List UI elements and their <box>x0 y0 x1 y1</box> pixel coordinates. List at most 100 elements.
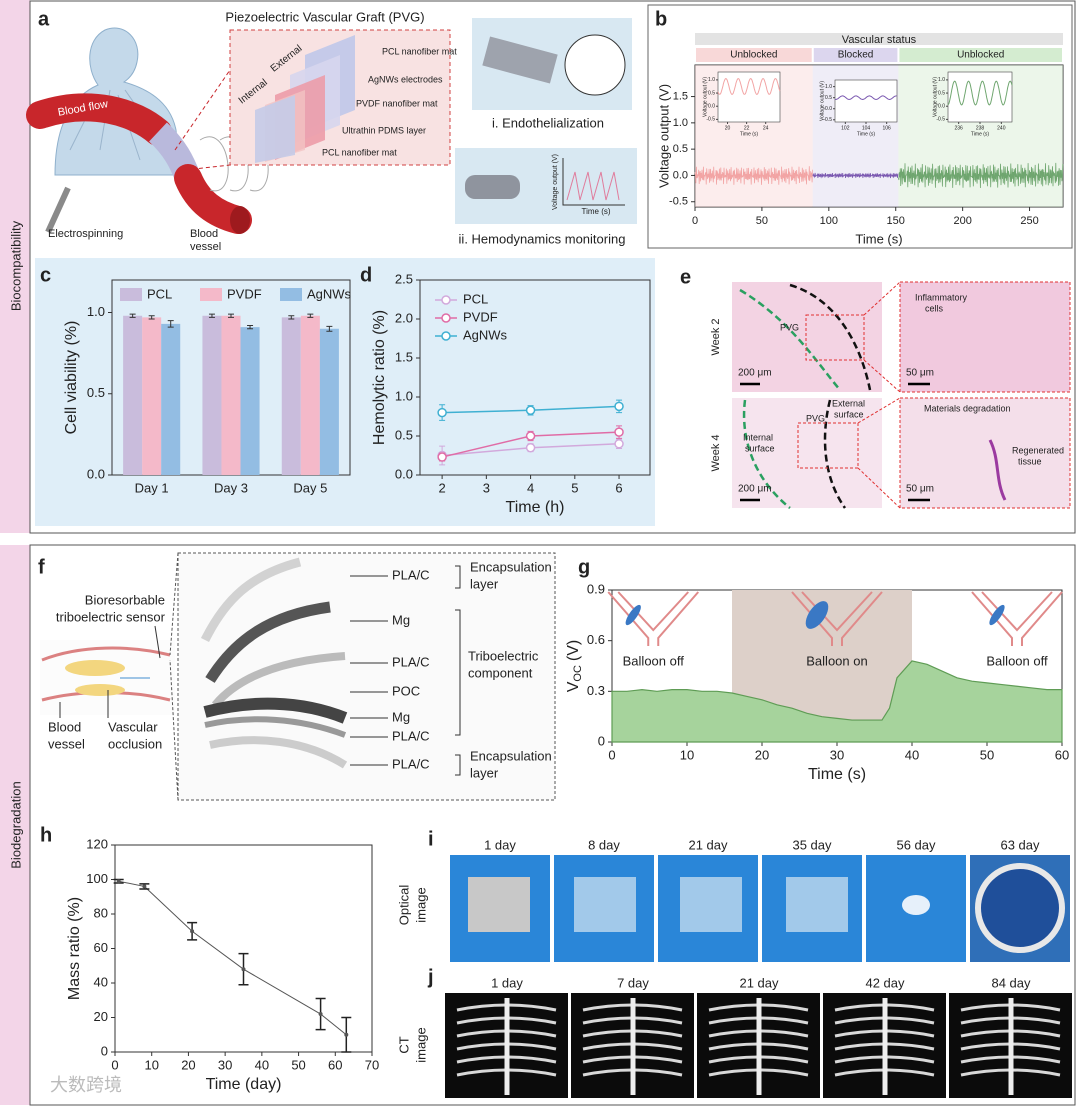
day-label: 1 day <box>484 837 516 852</box>
label: Vascular <box>108 719 158 734</box>
y-tick-label: 1.0 <box>395 388 413 403</box>
bar <box>300 315 320 475</box>
x-tick-label: 0 <box>692 215 698 227</box>
histology-image <box>732 282 882 392</box>
legend-label: PCL <box>147 286 172 301</box>
x-tick-label: 70 <box>365 1057 379 1072</box>
y-tick-label: 20 <box>94 1009 108 1024</box>
x-tick-label: 200 <box>953 215 971 227</box>
layer-label: Ultrathin PDMS layer <box>342 125 426 135</box>
mini-axes <box>562 158 625 206</box>
marker <box>190 929 195 934</box>
day-label: 1 day <box>491 975 523 990</box>
x-axis-label: Time (day) <box>206 1076 282 1093</box>
marker <box>437 407 447 418</box>
inset-x-tick-label: 236 <box>954 125 963 131</box>
layer-graphic <box>204 716 347 738</box>
status-header-label: Vascular status <box>842 34 917 46</box>
external-boundary <box>789 283 872 509</box>
status-label: Unblocked <box>730 50 777 61</box>
label: Materials degradation <box>924 403 1011 413</box>
y-tick-label: -0.5 <box>669 196 688 208</box>
title: Piezoelectric Vascular Graft (PVG) <box>225 9 424 24</box>
status-header <box>695 33 1063 45</box>
annotation: Balloon off <box>986 653 1048 668</box>
scale-label: 50 μm <box>906 484 934 495</box>
status-label: Unblocked <box>957 50 1004 61</box>
status-band <box>696 48 812 62</box>
x-tick-label: 40 <box>905 747 919 762</box>
legend-marker <box>441 313 451 323</box>
vessel-end <box>230 206 250 234</box>
legend-label: AgNWs <box>307 286 352 301</box>
label: Regenerated <box>1012 445 1064 455</box>
y-tick-label: 0 <box>101 1043 108 1058</box>
layer-label: PLA/C <box>392 567 430 582</box>
bar <box>123 315 143 475</box>
x-tick-label: 30 <box>218 1057 232 1072</box>
marker <box>437 452 447 462</box>
bracket <box>455 565 461 776</box>
legend-swatch <box>280 288 302 301</box>
connector <box>169 552 179 801</box>
x-tick-label: 0 <box>608 747 615 762</box>
scale-label: 50 μm <box>906 368 934 379</box>
y-tick-label: 1.0 <box>87 304 105 319</box>
inset-y-tick-label: 0.0 <box>938 104 945 110</box>
legend-label: PVDF <box>227 286 262 301</box>
inset-y-tick-label: 0.5 <box>938 90 945 96</box>
panel-frame <box>647 4 1073 249</box>
x-tick-label: 50 <box>291 1057 305 1072</box>
bar <box>240 327 260 475</box>
inset-caption: i. Endothelialization <box>492 115 604 130</box>
group-label: layer <box>470 765 499 780</box>
inset-y-tick-label: 1.0 <box>825 84 832 90</box>
group-label: Encapsulation <box>470 559 552 574</box>
inset-x-label: Time (s) <box>857 131 875 137</box>
panel-letter: g <box>578 556 590 578</box>
x-tick-label: 5 <box>571 480 578 495</box>
x-tick-label: 250 <box>1020 215 1038 227</box>
layer-label: POC <box>392 683 420 698</box>
zoom-frame <box>899 281 1071 393</box>
bar <box>142 317 162 475</box>
layer-label: Mg <box>392 612 410 627</box>
section-frame <box>29 0 1076 534</box>
section-label: Biodegradation <box>8 781 23 868</box>
day-label: 42 day <box>865 975 905 990</box>
sample <box>902 895 930 915</box>
label: triboelectric sensor <box>56 609 166 624</box>
plot-frame <box>694 64 1064 208</box>
y-tick-label: 0.3 <box>587 683 605 698</box>
inset-x-label: Time (s) <box>740 131 758 137</box>
x-tick-label: 0 <box>111 1057 118 1072</box>
mat <box>255 95 295 163</box>
panel-letter: e <box>680 266 691 288</box>
row-label: image <box>413 1027 428 1062</box>
plot-frame <box>419 279 651 476</box>
y-tick-label: 0.5 <box>87 385 105 400</box>
layer-label: PLA/C <box>392 756 430 771</box>
x-tick-label: 50 <box>756 215 768 227</box>
inset-x-tick-label: 102 <box>841 125 850 131</box>
label: vessel <box>190 241 221 253</box>
y-axis-label: Hemolytic ratio (%) <box>371 310 388 445</box>
vessel-illustration <box>971 591 1063 646</box>
inset-y-tick-label: 0.5 <box>708 90 715 96</box>
inset-y-tick-label: 0.5 <box>825 95 832 101</box>
label: Electrospinning <box>48 228 123 240</box>
inset-trace <box>834 95 897 101</box>
signal-trace <box>898 162 1064 189</box>
row-label: Optical <box>396 885 411 926</box>
x-tick-label: 60 <box>328 1057 342 1072</box>
y-axis-label-unit: (V) <box>565 640 582 661</box>
leader <box>154 625 161 659</box>
zoom-box <box>797 422 859 469</box>
y-tick-label: 1.0 <box>673 117 688 129</box>
occlusion <box>75 684 125 696</box>
marker <box>142 884 147 889</box>
mini-trace <box>566 171 620 201</box>
status-label: Blocked <box>838 50 874 61</box>
legend-swatch <box>200 288 222 301</box>
